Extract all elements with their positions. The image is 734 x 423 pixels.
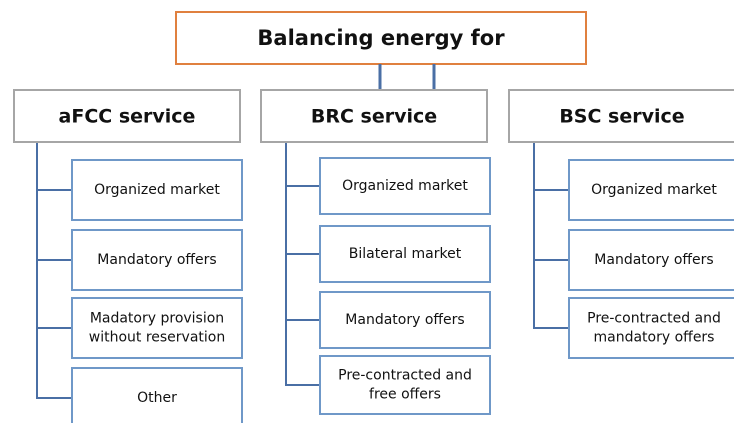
item-label: free offers <box>369 387 441 403</box>
column-header-box <box>13 89 241 143</box>
column-header-box <box>508 89 734 143</box>
item-label: Pre-contracted and <box>338 368 472 384</box>
item-label: Mandatory offers <box>345 312 464 328</box>
item-label: Organized market <box>591 182 717 198</box>
item-label: without reservation <box>89 330 226 346</box>
item-label: Mandatory offers <box>97 252 216 268</box>
column-header: aFCC service <box>59 106 196 128</box>
item-label: Bilateral market <box>349 246 462 262</box>
item-label: Mandatory offers <box>594 252 713 268</box>
item-label: Other <box>137 390 177 406</box>
item-box <box>568 159 734 221</box>
item-box <box>319 157 491 215</box>
column-header-box <box>260 89 488 143</box>
item-label: mandatory offers <box>594 330 715 346</box>
item-box <box>319 225 491 283</box>
item-box <box>568 229 734 291</box>
item-box <box>568 297 734 359</box>
root-title: Balancing energy for <box>257 26 505 50</box>
column-header: BRC service <box>311 106 437 128</box>
item-label: Organized market <box>342 178 468 194</box>
item-box <box>319 355 491 415</box>
item-box <box>71 367 243 423</box>
item-box <box>71 297 243 359</box>
item-label: Madatory provision <box>90 311 224 327</box>
item-box <box>319 291 491 349</box>
item-box <box>71 229 243 291</box>
root-box <box>175 11 587 65</box>
column-header: BSC service <box>559 106 684 128</box>
item-box <box>71 159 243 221</box>
item-label: Pre-contracted and <box>587 311 721 327</box>
item-label: Organized market <box>94 182 220 198</box>
